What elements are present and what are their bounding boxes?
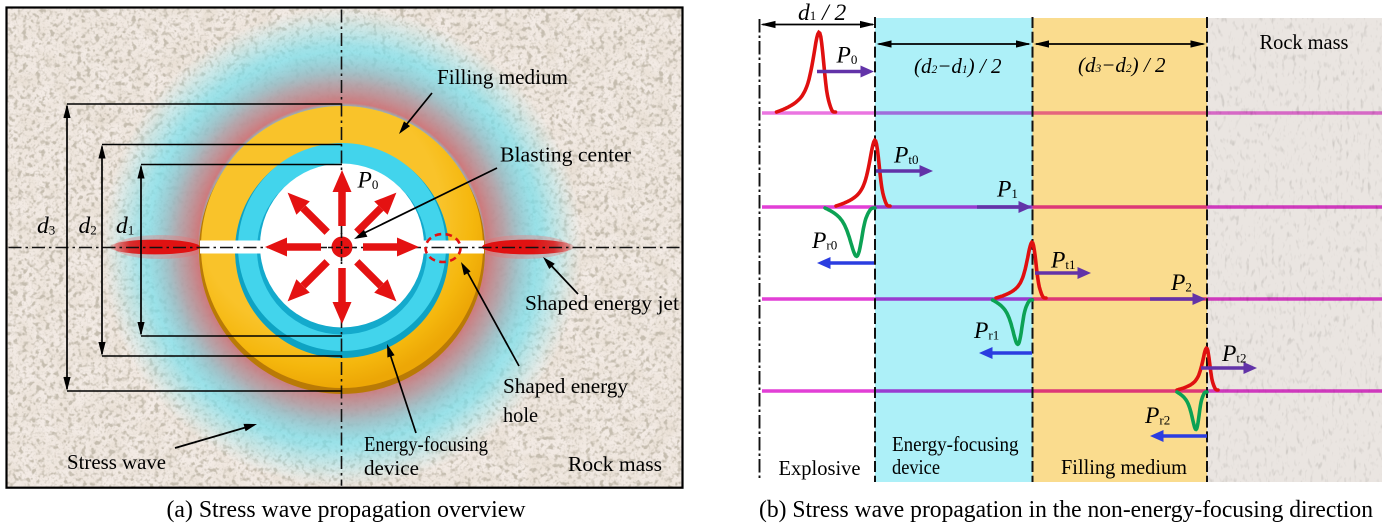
svg-text:P1: P1 (996, 176, 1018, 202)
svg-text:Pt2: Pt2 (1221, 341, 1246, 367)
svg-text:Energy-focusing: Energy-focusing (892, 432, 1019, 456)
svg-text:P0: P0 (357, 167, 379, 193)
svg-text:(d2−d1) / 2: (d2−d1) / 2 (914, 54, 1002, 78)
svg-text:P2: P2 (1170, 270, 1192, 296)
svg-text:Stress wave: Stress wave (67, 450, 166, 474)
svg-text:Pr1: Pr1 (973, 318, 999, 344)
svg-text:Pt1: Pt1 (1050, 247, 1075, 273)
svg-text:d3: d3 (37, 213, 55, 239)
svg-text:(b) Stress wave propagation in: (b) Stress wave propagation in the non-e… (759, 497, 1373, 523)
svg-text:Pr0: Pr0 (811, 228, 837, 254)
svg-text:Pr2: Pr2 (1144, 403, 1170, 429)
svg-text:d2: d2 (79, 213, 97, 239)
svg-text:Energy-focusing: Energy-focusing (364, 432, 488, 456)
svg-text:Shaped energy: Shaped energy (503, 374, 629, 398)
svg-text:hole: hole (503, 403, 538, 427)
svg-text:Filling medium: Filling medium (1061, 455, 1187, 479)
svg-text:(a) Stress wave propagation ov: (a) Stress wave propagation overview (167, 497, 527, 523)
svg-text:Pt0: Pt0 (893, 142, 918, 168)
svg-text:Rock mass: Rock mass (1260, 30, 1349, 54)
svg-text:Blasting center: Blasting center (500, 143, 631, 167)
svg-text:Filling medium: Filling medium (437, 65, 568, 89)
svg-text:d1: d1 (116, 213, 134, 239)
svg-text:Rock mass: Rock mass (568, 452, 662, 476)
svg-text:P0: P0 (836, 43, 858, 69)
svg-text:device: device (892, 455, 940, 479)
svg-text:Explosive: Explosive (779, 456, 861, 480)
svg-text:device: device (364, 456, 419, 480)
svg-text:(d3−d2) / 2: (d3−d2) / 2 (1078, 53, 1166, 77)
svg-text:Shaped energy jet: Shaped energy jet (525, 291, 679, 315)
svg-text:d1 / 2: d1 / 2 (798, 0, 847, 26)
